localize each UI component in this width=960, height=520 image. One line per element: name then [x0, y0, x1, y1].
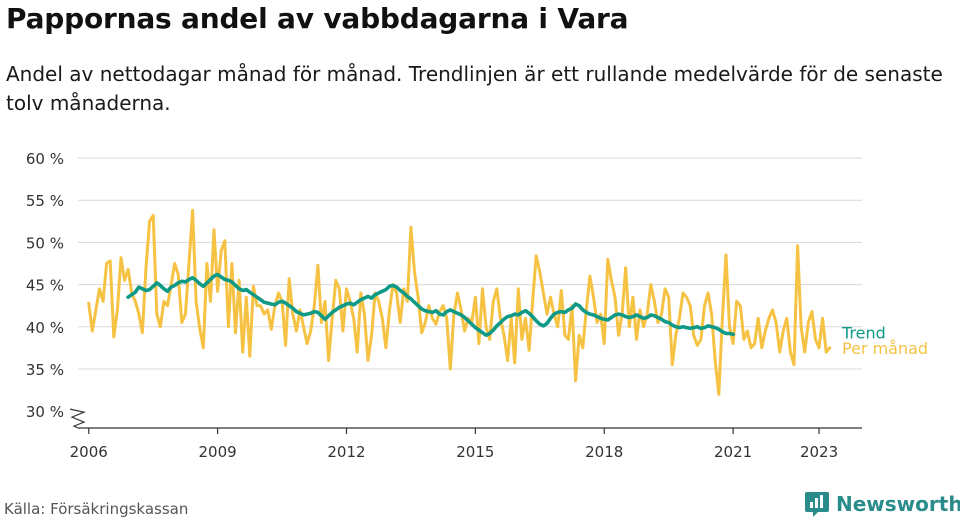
- x-tick-label: 2009: [199, 443, 237, 461]
- y-tick-label: 40 %: [26, 319, 64, 337]
- chart-subtitle: Andel av nettodagar månad för månad. Tre…: [6, 62, 943, 115]
- axes: 30 % 35 % 40 % 45 % 50 % 55 % 60 % 2006 2009 2012…: [26, 150, 862, 461]
- x-tick-label: 2006: [70, 443, 108, 461]
- x-tick-label: 2021: [714, 443, 752, 461]
- legend-label-monthly: Per månad: [842, 339, 928, 358]
- line-chart: 30 % 35 % 40 % 45 % 50 % 55 % 60 % 2006 2009 2012…: [26, 150, 928, 461]
- newsworthy-logo-icon: [805, 492, 829, 517]
- y-tick-label: 55 %: [26, 192, 64, 210]
- y-tick-label: 30 %: [26, 403, 64, 421]
- y-tick-label: 35 %: [26, 361, 64, 379]
- x-tick-label: 2015: [456, 443, 494, 461]
- series-lines: [87, 208, 832, 396]
- chart-title: Pappornas andel av vabbdagarna i Vara: [6, 2, 629, 35]
- y-tick-label: 60 %: [26, 150, 64, 168]
- legend-label-trend: Trend: [841, 323, 886, 342]
- source-note: Källa: Försäkringskassan: [4, 500, 189, 518]
- x-tick-label: 2023: [800, 443, 838, 461]
- axis-break-zigzag: [69, 408, 87, 429]
- trend-series-line: [126, 272, 735, 337]
- brand-name: Newsworthy: [836, 492, 960, 516]
- brand-logo[interactable]: Newsworthy: [804, 490, 960, 518]
- x-tick-label: 2012: [327, 443, 365, 461]
- y-tick-label: 50 %: [26, 234, 64, 252]
- x-tick-label: 2018: [585, 443, 623, 461]
- monthly-series-line: [87, 208, 832, 396]
- y-tick-label: 45 %: [26, 277, 64, 295]
